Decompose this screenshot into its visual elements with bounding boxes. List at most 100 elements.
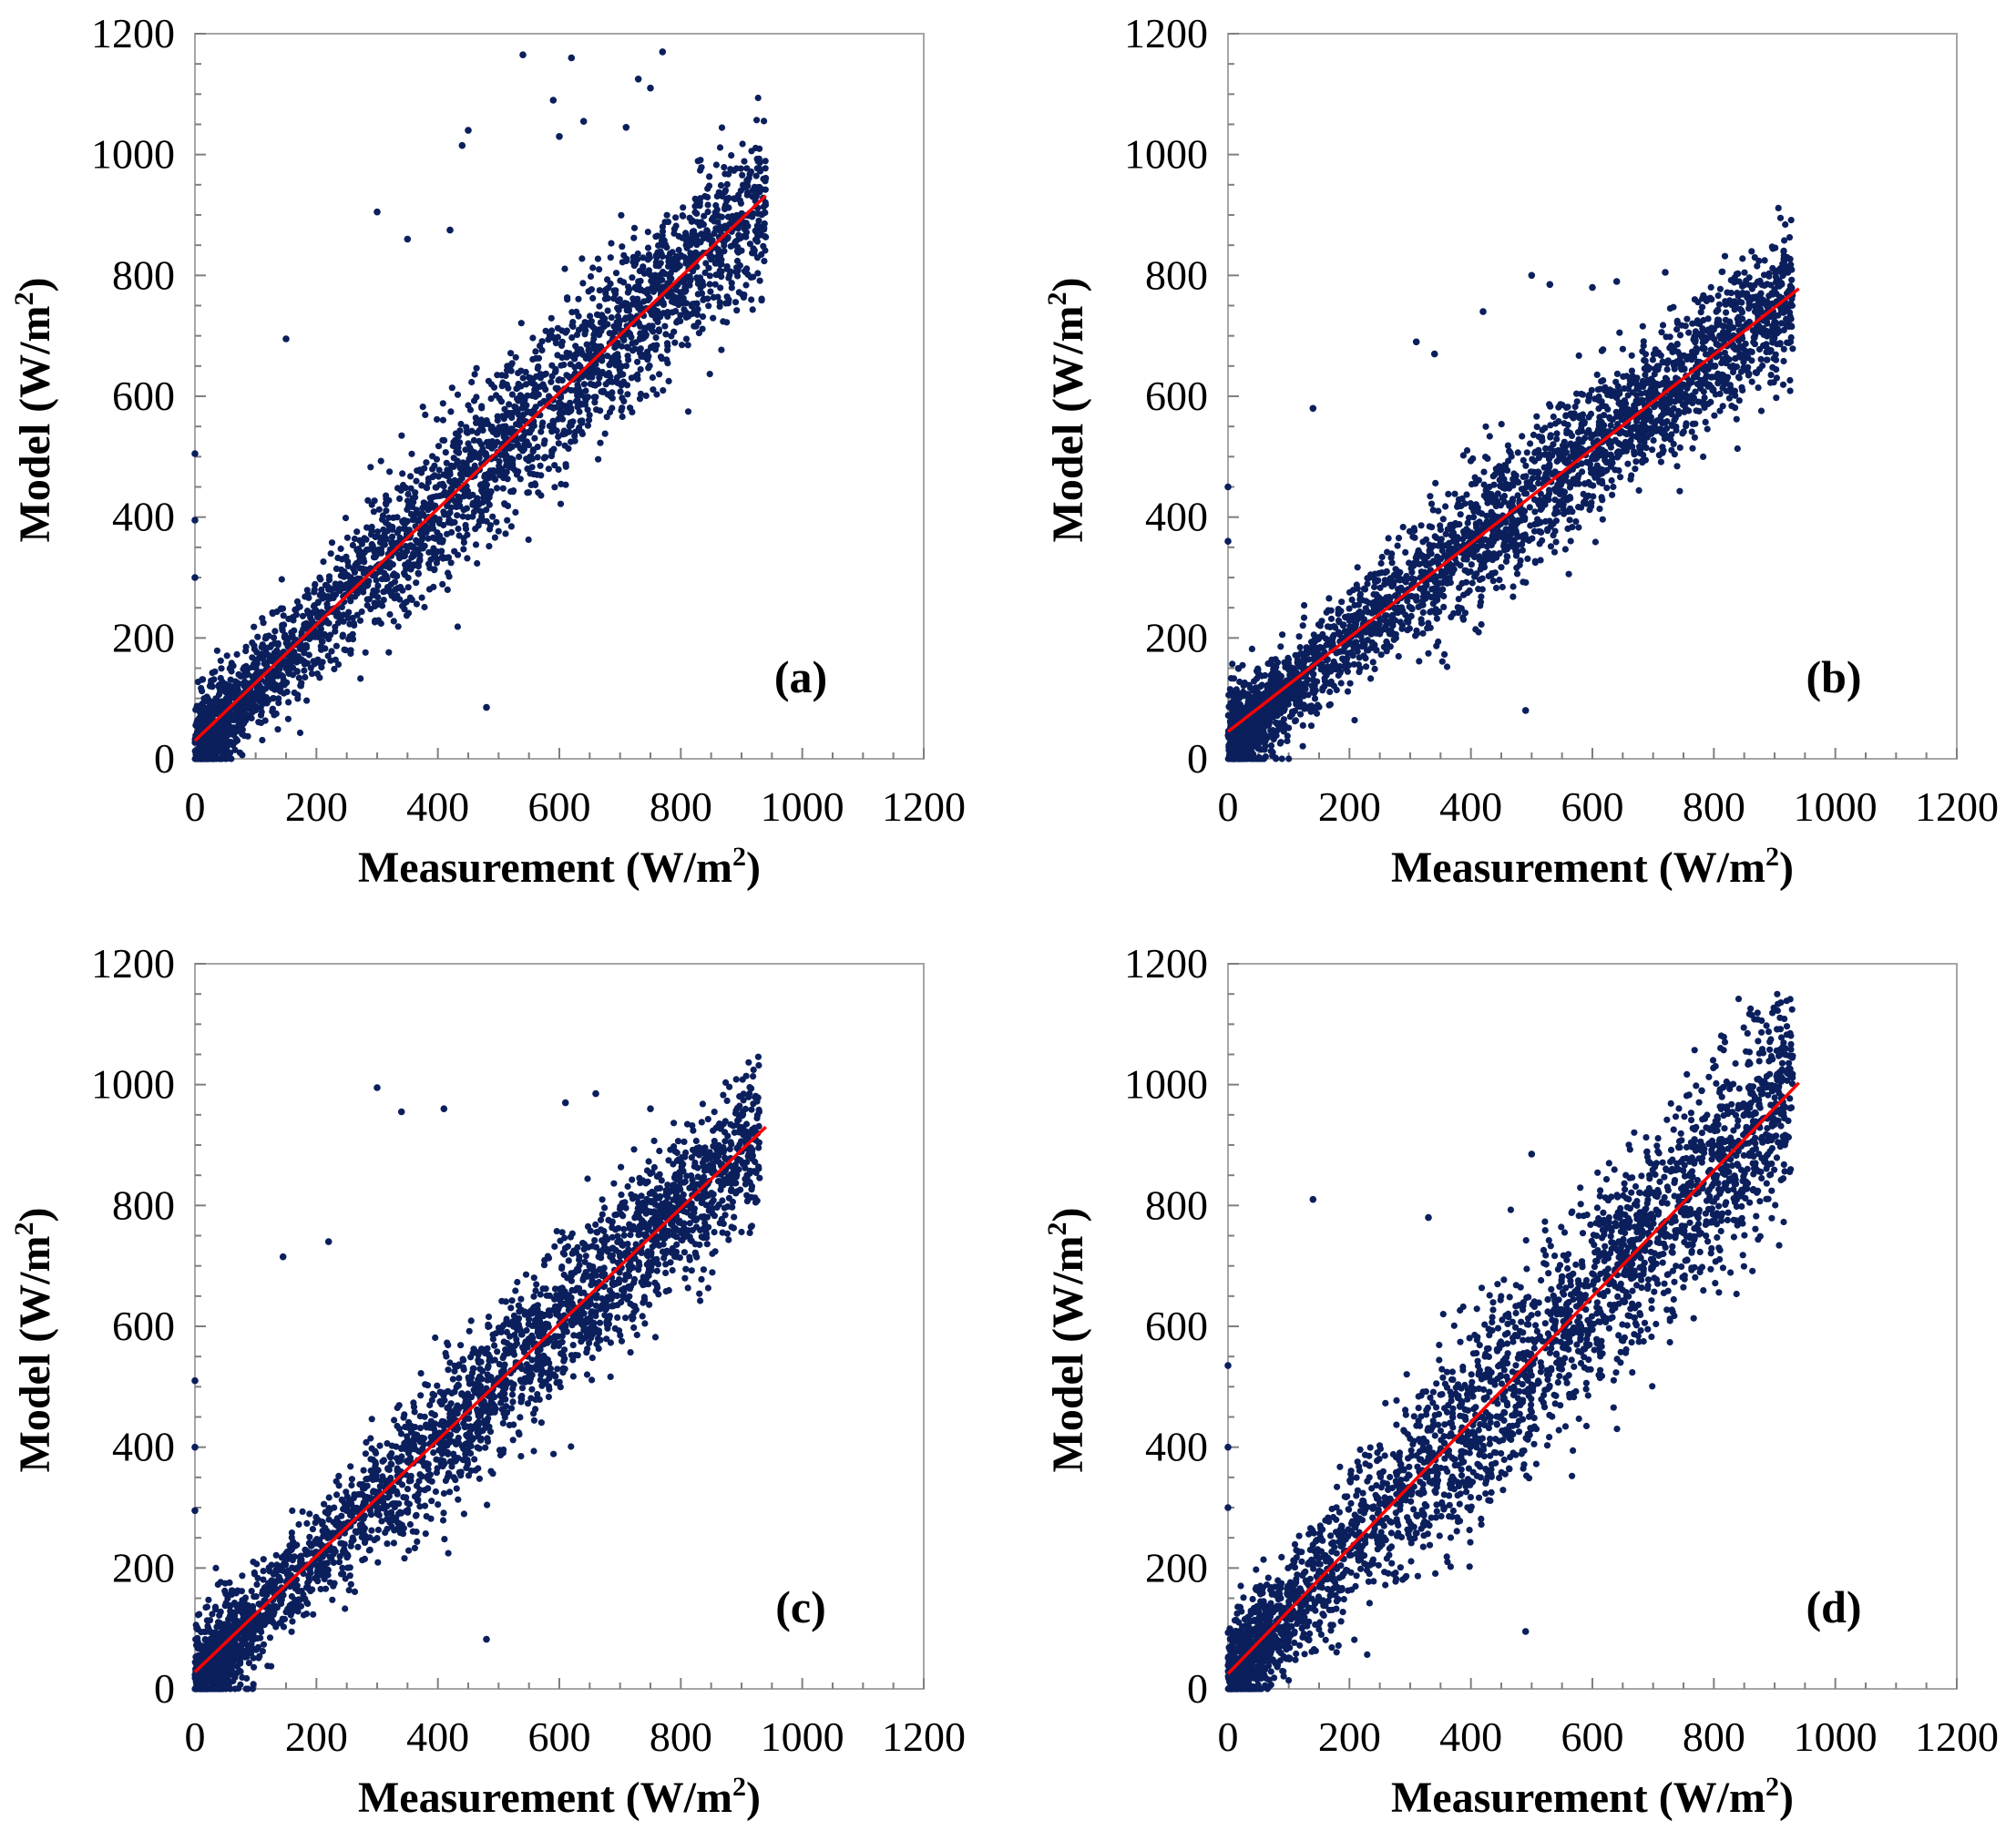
scatter-point: [721, 189, 729, 196]
scatter-point: [1775, 204, 1782, 211]
scatter-point: [635, 281, 642, 289]
scatter-point: [1504, 442, 1511, 449]
scatter-point: [742, 281, 750, 289]
scatter-point: [288, 629, 295, 636]
scatter-point: [284, 715, 292, 722]
scatter-point: [1356, 654, 1363, 661]
scatter-point: [546, 332, 554, 339]
scatter-point: [681, 306, 688, 313]
scatter-point: [460, 506, 467, 514]
scatter-point: [213, 647, 220, 654]
scatter-point: [682, 335, 691, 343]
scatter-point: [349, 636, 357, 643]
scatter-point: [519, 374, 527, 382]
scatter-point: [660, 301, 668, 309]
scatter-point: [564, 294, 571, 302]
scatter-point: [525, 536, 532, 544]
scatter-point: [654, 318, 661, 325]
scatter-point: [447, 486, 455, 493]
scatter-point: [1299, 622, 1306, 629]
scatter-point: [396, 534, 404, 542]
scatter-point: [220, 684, 227, 691]
scatter-point: [251, 707, 258, 714]
scatter-point: [705, 182, 713, 189]
scatter-point: [446, 468, 454, 476]
scatter-point: [537, 428, 545, 435]
scatter-point: [1533, 413, 1540, 420]
scatter-point: [194, 755, 201, 762]
scatter-point: [699, 325, 706, 332]
scatter-point: [722, 300, 730, 307]
scatter-point: [1638, 457, 1646, 465]
scatter-point: [257, 698, 264, 705]
scatter-point: [723, 195, 732, 202]
scatter-point: [253, 649, 261, 656]
scatter-point: [413, 477, 420, 485]
scatter-point: [756, 183, 763, 191]
scatter-point: [743, 165, 751, 172]
scatter-point: [1780, 252, 1787, 260]
scatter-point: [518, 394, 527, 401]
scatter-point: [454, 457, 461, 465]
scatter-point: [675, 246, 682, 254]
scatter-point: [241, 711, 249, 719]
scatter-point: [1295, 633, 1303, 640]
scatter-point: [421, 603, 428, 611]
scatter-point: [1387, 627, 1394, 634]
scatter-point: [417, 540, 425, 547]
scatter-point: [728, 152, 735, 159]
scatter-point: [624, 391, 631, 398]
scatter-point: [330, 594, 337, 601]
scatter-point: [548, 449, 556, 456]
scatter-point: [1465, 514, 1473, 522]
scatter-point: [549, 417, 558, 424]
scatter-point: [664, 360, 671, 367]
scatter-point: [615, 306, 622, 314]
y-tick-label: 1000: [91, 131, 175, 178]
scatter-point: [218, 665, 225, 672]
scatter-point: [484, 497, 491, 505]
scatter-point: [1659, 322, 1667, 329]
scatter-point: [302, 593, 309, 600]
scatter-point: [644, 244, 652, 251]
scatter-point: [601, 430, 609, 437]
scatter-point: [548, 428, 556, 435]
scatter-point: [1419, 538, 1427, 546]
scatter-point: [1722, 316, 1729, 323]
scatter-point: [1324, 623, 1332, 630]
scatter-point: [1432, 479, 1439, 487]
scatter-point: [718, 213, 726, 220]
scatter-point: [1472, 480, 1479, 487]
scatter-point: [297, 682, 304, 690]
scatter-point: [470, 436, 478, 444]
scatter-point: [558, 480, 565, 488]
scatter-point: [723, 180, 731, 188]
scatter-point: [672, 308, 680, 315]
scatter-point: [306, 635, 313, 643]
scatter-point: [584, 422, 592, 429]
scatter-point: [280, 612, 287, 619]
scatter-point: [704, 193, 711, 201]
scatter-point: [1498, 564, 1505, 571]
scatter-point: [712, 161, 721, 169]
scatter-point: [367, 464, 374, 471]
scatter-point: [1486, 433, 1493, 440]
scatter-point: [429, 534, 436, 541]
scatter-point: [645, 364, 652, 372]
scatter-point: [578, 430, 587, 437]
scatter-point: [390, 618, 397, 625]
scatter-point: [693, 232, 701, 240]
scatter-point: [1338, 598, 1346, 606]
scatter-point: [1489, 578, 1497, 585]
scatter-point: [406, 543, 414, 550]
scatter-point: [540, 455, 548, 462]
scatter-point: [552, 384, 559, 392]
scatter-point: [227, 723, 234, 731]
x-tick-label: 200: [285, 783, 348, 830]
scatter-point: [268, 641, 275, 649]
scatter-point: [756, 165, 763, 172]
scatter-point: [528, 455, 537, 463]
outlier-point: [483, 703, 490, 711]
scatter-point: [353, 559, 360, 568]
scatter-point: [582, 394, 590, 403]
